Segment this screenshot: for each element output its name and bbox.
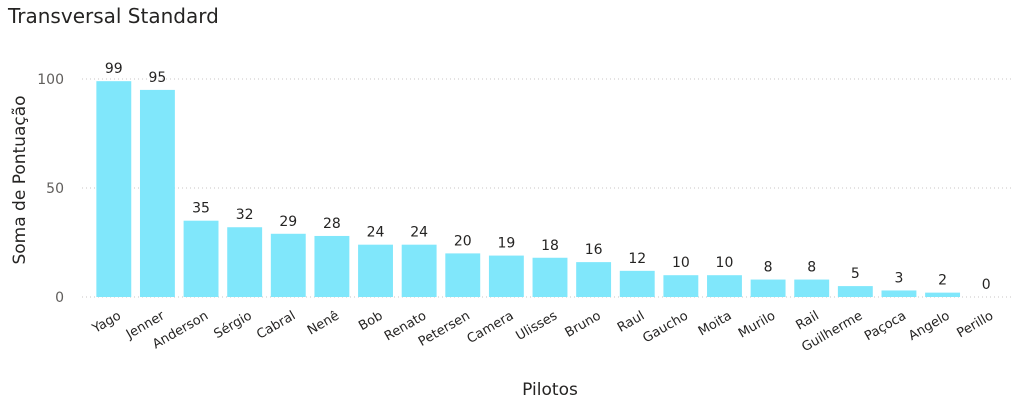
data-label: 2 — [938, 273, 947, 289]
data-label: 12 — [628, 251, 646, 267]
bar[interactable] — [707, 275, 742, 297]
data-label: 24 — [367, 225, 385, 241]
bar[interactable] — [270, 233, 306, 297]
x-tick-label: Bruno — [563, 308, 604, 340]
bar[interactable] — [576, 262, 612, 297]
bar[interactable] — [532, 257, 568, 297]
bar[interactable] — [663, 275, 699, 297]
x-tick-label: Ulisses — [513, 308, 560, 344]
data-label: 10 — [672, 255, 690, 271]
data-label: 32 — [236, 207, 254, 223]
data-label: 8 — [807, 260, 816, 276]
data-label: 95 — [149, 70, 167, 86]
x-tick-label: Nenê — [305, 308, 342, 338]
y-tick-label: 100 — [37, 72, 64, 88]
bar[interactable] — [794, 279, 830, 297]
data-label: 0 — [982, 277, 991, 293]
bar[interactable] — [183, 220, 219, 297]
bar[interactable] — [96, 81, 132, 298]
x-tick-label: Bob — [356, 308, 385, 334]
data-label: 5 — [851, 266, 860, 282]
data-label: 20 — [454, 233, 472, 249]
bar[interactable] — [227, 227, 263, 297]
x-tick-label: Gaucho — [640, 308, 691, 346]
data-label: 35 — [192, 201, 210, 217]
bar[interactable] — [445, 253, 481, 297]
data-label: 8 — [764, 260, 773, 276]
data-label: 99 — [105, 61, 123, 77]
bar[interactable] — [619, 270, 655, 297]
x-tick-label: Moita — [696, 308, 735, 339]
data-label: 24 — [410, 225, 428, 241]
x-axis-title: Pilotos — [522, 380, 578, 400]
bar[interactable] — [401, 244, 437, 297]
data-label: 10 — [716, 255, 734, 271]
data-label: 19 — [497, 236, 515, 252]
bar[interactable] — [488, 255, 524, 297]
y-tick-label: 0 — [55, 290, 64, 306]
bar[interactable] — [837, 286, 873, 297]
bar[interactable] — [314, 235, 350, 297]
x-tick-label: Yago — [89, 308, 124, 337]
bar[interactable] — [358, 244, 393, 297]
y-axis-ticks: 0 50 100 — [37, 72, 64, 306]
x-tick-label: Cabral — [254, 308, 298, 342]
bars — [96, 81, 961, 298]
y-axis-title: Soma de Pontuação — [10, 95, 30, 264]
x-tick-label: Sérgio — [211, 308, 254, 342]
data-label: 18 — [541, 238, 559, 254]
data-label: 3 — [894, 270, 903, 286]
chart-title: Transversal Standard — [8, 4, 219, 28]
data-label: 29 — [279, 214, 297, 230]
x-tick-label: Paçoca — [862, 308, 909, 344]
x-tick-label: Rail — [793, 308, 821, 333]
x-tick-label: Camera — [465, 308, 517, 347]
data-label: 28 — [323, 216, 341, 232]
bar[interactable] — [925, 292, 961, 297]
y-tick-label: 50 — [46, 181, 64, 197]
bar[interactable] — [750, 279, 786, 297]
x-tick-label: Perillo — [954, 308, 996, 341]
bar[interactable] — [881, 290, 917, 297]
bar[interactable] — [139, 89, 175, 298]
x-tick-label: Murilo — [736, 308, 778, 341]
data-label: 16 — [585, 242, 603, 258]
x-tick-label: Angelo — [906, 308, 952, 343]
